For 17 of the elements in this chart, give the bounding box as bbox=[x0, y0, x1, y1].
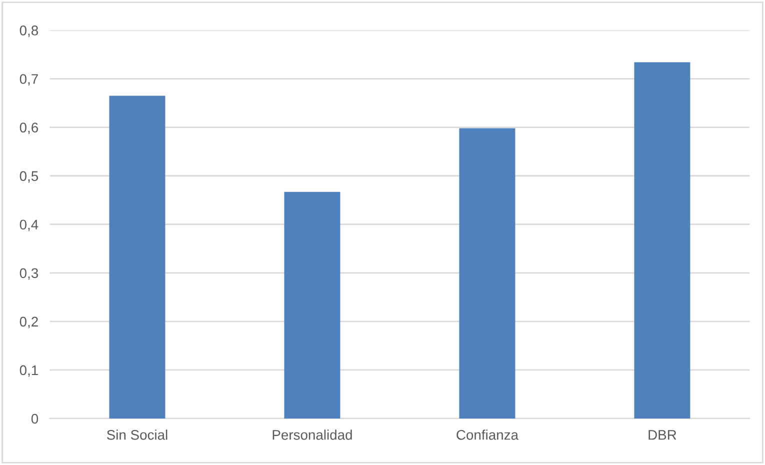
x-tick-label: Confianza bbox=[456, 430, 518, 440]
x-tick-label: DBR bbox=[648, 430, 676, 440]
bar bbox=[284, 192, 340, 418]
x-tick-label: Personalidad bbox=[272, 430, 352, 440]
y-tick-label: 0,2 bbox=[20, 316, 38, 328]
bar bbox=[109, 96, 166, 418]
y-tick-label: 0,4 bbox=[20, 220, 38, 232]
y-tick-label: 0 bbox=[31, 414, 38, 424]
y-tick-label: 0,6 bbox=[20, 122, 38, 134]
y-tick-label: 0,1 bbox=[20, 365, 38, 377]
bar bbox=[459, 128, 516, 418]
y-tick-label: 0,8 bbox=[20, 26, 38, 38]
bar bbox=[634, 62, 690, 418]
y-tick-label: 0,7 bbox=[20, 74, 38, 86]
y-tick-label: 0,5 bbox=[20, 171, 38, 183]
x-tick-label: Sin Social bbox=[106, 430, 168, 440]
y-tick-label: 0,3 bbox=[20, 268, 38, 280]
